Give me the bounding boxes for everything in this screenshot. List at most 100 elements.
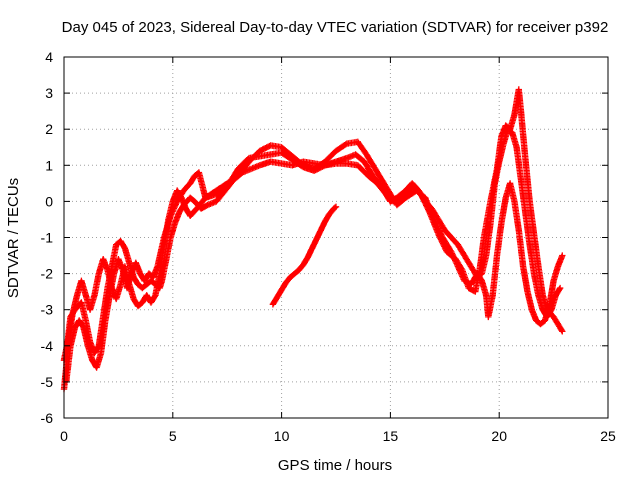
- data-point-markers: [441, 227, 454, 240]
- data-point-markers: [489, 253, 500, 299]
- data-point-markers: [478, 277, 489, 297]
- data-point-markers: [459, 266, 472, 290]
- data-point-markers: [295, 262, 306, 274]
- data-point-markers: [452, 256, 465, 272]
- data-point-markers: [130, 274, 141, 287]
- data-point-markers: [187, 174, 197, 187]
- data-point-marker: [332, 203, 340, 211]
- data-point-markers: [493, 221, 505, 259]
- data-point-markers: [526, 241, 537, 276]
- data-point-markers: [511, 198, 522, 232]
- data-point-markers: [147, 277, 158, 287]
- data-point-markers: [300, 255, 311, 268]
- data-point-markers: [354, 162, 371, 179]
- data-point-markers: [78, 299, 89, 323]
- data-point-markers: [224, 167, 241, 191]
- data-point-markers: [123, 271, 135, 292]
- data-point-markers: [304, 246, 315, 261]
- data-point-markers: [530, 230, 542, 268]
- y-tick-label: -3: [41, 302, 54, 318]
- y-tick-label: 0: [45, 193, 53, 209]
- data-point-markers: [93, 351, 104, 371]
- data-series-3: [63, 86, 566, 386]
- data-point-markers: [167, 199, 180, 219]
- data-point-markers: [498, 196, 509, 227]
- data-point-markers: [380, 180, 393, 196]
- data-point-markers: [113, 282, 124, 303]
- data-point-markers: [289, 156, 306, 170]
- data-point-markers: [522, 154, 533, 204]
- data-point-markers: [80, 324, 91, 348]
- data-point-markers: [515, 227, 527, 268]
- data-series-4: [269, 203, 340, 308]
- data-point-markers: [435, 230, 450, 254]
- data-point-markers: [86, 293, 98, 313]
- data-point-markers: [476, 235, 487, 274]
- data-point-markers: [519, 263, 531, 294]
- data-point-markers: [526, 198, 537, 236]
- data-point-markers: [509, 129, 520, 149]
- data-point-markers: [282, 275, 293, 286]
- data-point-markers: [332, 141, 349, 155]
- data-point-markers: [500, 127, 511, 147]
- data-point-markers: [487, 167, 500, 205]
- x-tick-label: 25: [600, 428, 616, 444]
- data-point-markers: [352, 151, 367, 164]
- data-point-markers: [67, 326, 78, 349]
- data-point-markers: [234, 159, 252, 180]
- y-tick-label: -4: [41, 338, 54, 354]
- data-point-markers: [461, 252, 474, 269]
- y-tick-label: -5: [41, 374, 54, 390]
- data-point-markers: [443, 248, 458, 262]
- data-point-markers: [363, 151, 378, 171]
- data-point-markers: [454, 241, 467, 258]
- data-point-markers: [398, 184, 415, 203]
- data-point-markers: [313, 228, 324, 243]
- x-tick-label: 10: [274, 428, 290, 444]
- data-point-markers: [117, 237, 128, 251]
- data-point-markers: [84, 342, 96, 362]
- y-tick-label: 4: [45, 49, 53, 65]
- y-tick-label: -1: [41, 230, 54, 246]
- data-point-markers: [269, 295, 280, 308]
- data-point-markers: [417, 191, 433, 214]
- data-point-markers: [311, 162, 327, 174]
- data-point-markers: [134, 300, 145, 310]
- data-point-markers: [174, 188, 187, 205]
- data-point-markers: [550, 264, 561, 284]
- data-point-markers: [522, 209, 533, 247]
- data-point-markers: [535, 292, 546, 312]
- data-point-markers: [506, 180, 518, 204]
- chart-title: Day 045 of 2023, Sidereal Day-to-day VTE…: [62, 19, 609, 36]
- data-point-markers: [550, 313, 563, 330]
- x-tick-label: 5: [169, 428, 177, 444]
- data-point-markers: [91, 271, 102, 299]
- data-point-markers: [369, 172, 384, 189]
- data-point-markers: [180, 181, 193, 194]
- data-point-markers: [274, 287, 285, 301]
- data-point-markers: [535, 263, 546, 297]
- data-point-markers: [409, 183, 423, 197]
- data-point-markers: [426, 209, 441, 236]
- data-point-markers: [213, 184, 230, 198]
- data-point-markers: [530, 270, 542, 297]
- data-point-markers: [187, 194, 197, 204]
- y-tick-label: -2: [41, 266, 54, 282]
- data-point-markers: [287, 271, 297, 281]
- data-point-markers: [91, 343, 102, 357]
- data-point-markers: [361, 158, 376, 178]
- data-point-markers: [552, 286, 563, 299]
- data-point-markers: [548, 293, 559, 313]
- data-point-markers: [480, 199, 494, 241]
- data-point-marker: [559, 328, 566, 335]
- data-point-markers: [326, 206, 337, 218]
- data-point-markers: [513, 144, 524, 182]
- data-point-markers: [69, 293, 80, 317]
- data-point-markers: [121, 245, 132, 265]
- data-point-markers: [378, 183, 393, 204]
- data-point-markers: [435, 216, 448, 233]
- data-point-markers: [197, 202, 210, 212]
- data-point-markers: [97, 318, 109, 357]
- y-tick-label: 3: [45, 85, 53, 101]
